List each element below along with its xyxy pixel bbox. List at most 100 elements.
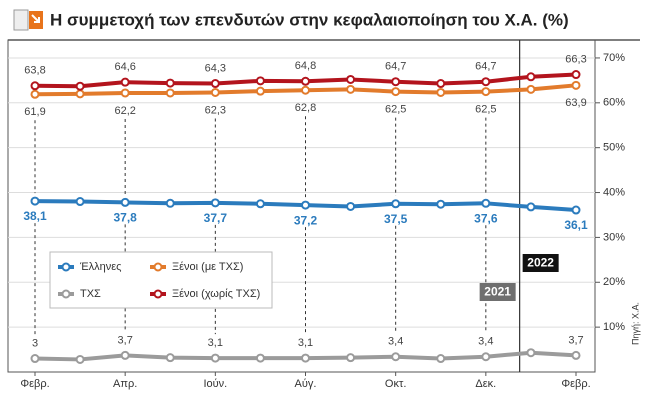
year-box bbox=[479, 283, 516, 301]
data-label: 63,9 bbox=[565, 97, 586, 109]
legend-marker bbox=[61, 289, 71, 299]
data-label: 64,3 bbox=[205, 62, 226, 74]
point bbox=[30, 89, 40, 99]
point bbox=[210, 87, 220, 97]
point bbox=[165, 353, 175, 363]
point bbox=[346, 201, 356, 211]
x-tick-label: Φεβρ. bbox=[20, 378, 49, 390]
point bbox=[210, 198, 220, 208]
point bbox=[571, 205, 581, 215]
legend-box bbox=[49, 251, 273, 309]
data-label: 64,7 bbox=[475, 61, 496, 73]
point bbox=[165, 88, 175, 98]
point bbox=[481, 87, 491, 97]
data-label: 3,7 bbox=[118, 334, 133, 346]
data-label: 62,5 bbox=[385, 104, 406, 116]
point bbox=[301, 200, 310, 210]
x-tick-label: Ιούν. bbox=[203, 378, 227, 390]
point bbox=[571, 350, 581, 360]
data-label: 62,2 bbox=[114, 105, 135, 117]
y-tick-label: 70% bbox=[603, 52, 625, 64]
y-tick-label: 40% bbox=[603, 186, 625, 198]
data-label: 37,6 bbox=[474, 211, 498, 225]
data-label: 3,7 bbox=[568, 334, 583, 346]
y-tick-label: 50% bbox=[603, 142, 625, 154]
data-label: 37,2 bbox=[294, 213, 318, 227]
data-label: 37,5 bbox=[384, 212, 408, 226]
point bbox=[436, 87, 446, 97]
point bbox=[526, 72, 536, 82]
data-label: 66,3 bbox=[565, 53, 586, 65]
legend: Έλληνες Ξένοι (με ΤΧΣ) ΤΧΣ Ξένοι (χωρίς ΤΧΣ… bbox=[49, 251, 273, 309]
data-label: 3,4 bbox=[478, 336, 493, 348]
data-label: 3,1 bbox=[298, 337, 313, 349]
point bbox=[255, 353, 265, 363]
point bbox=[436, 199, 446, 209]
point bbox=[436, 79, 446, 89]
point bbox=[120, 350, 130, 360]
data-label: 3 bbox=[32, 337, 38, 349]
point bbox=[526, 202, 536, 212]
point bbox=[526, 84, 536, 94]
point bbox=[30, 81, 40, 91]
data-label: 61,9 bbox=[24, 106, 45, 118]
point bbox=[75, 197, 85, 207]
plot-frame bbox=[7, 39, 596, 373]
legend-label: Ξένοι (χωρίς ΤΧΣ) bbox=[172, 288, 260, 300]
year-box bbox=[522, 254, 559, 272]
point bbox=[346, 353, 356, 363]
chart-title: Η συμμετοχή των επενδυτών στην κεφαλαιοπ… bbox=[50, 10, 569, 29]
data-label: 62,8 bbox=[295, 102, 316, 114]
legend-label: Έλληνες bbox=[79, 261, 121, 273]
point bbox=[30, 354, 40, 364]
point bbox=[481, 352, 491, 362]
title-icon-arrow bbox=[31, 14, 40, 23]
point bbox=[120, 197, 130, 207]
point bbox=[120, 88, 130, 98]
point bbox=[75, 81, 85, 91]
point bbox=[346, 84, 356, 94]
point bbox=[571, 80, 581, 90]
data-label: 64,6 bbox=[114, 61, 135, 73]
year-label: 2022 bbox=[527, 256, 554, 270]
x-tick-label: Απρ. bbox=[113, 378, 137, 390]
point bbox=[391, 352, 401, 362]
y-tick-label: 60% bbox=[603, 97, 625, 109]
point bbox=[481, 77, 491, 87]
legend-label: Ξένοι (με ΤΧΣ) bbox=[172, 261, 243, 273]
point bbox=[210, 353, 220, 363]
point bbox=[571, 70, 581, 80]
data-label: 62,3 bbox=[205, 104, 226, 116]
y-tick-label: 20% bbox=[603, 276, 625, 288]
x-tick-label: Αύγ. bbox=[295, 378, 317, 390]
y-tick-label: 30% bbox=[603, 231, 625, 243]
point bbox=[75, 354, 85, 364]
data-label: 62,5 bbox=[475, 104, 496, 116]
legend-marker bbox=[61, 262, 71, 272]
point bbox=[346, 74, 356, 84]
data-label: 38,1 bbox=[23, 209, 47, 223]
point bbox=[391, 77, 401, 87]
data-label: 64,8 bbox=[295, 60, 316, 72]
point bbox=[255, 199, 265, 209]
source: Πηγή: Χ.Α. bbox=[630, 302, 640, 345]
point bbox=[436, 354, 446, 364]
point bbox=[391, 87, 401, 97]
point bbox=[481, 198, 491, 208]
point bbox=[165, 198, 175, 208]
year-label: 2021 bbox=[484, 285, 511, 299]
y-tick-label: 10% bbox=[603, 321, 625, 333]
point bbox=[210, 79, 220, 89]
data-label: 64,7 bbox=[385, 61, 406, 73]
x-tick-label: Οκτ. bbox=[385, 378, 406, 390]
point bbox=[301, 85, 310, 95]
point bbox=[526, 348, 536, 358]
legend-marker bbox=[153, 262, 163, 272]
point bbox=[301, 353, 310, 363]
data-label: 37,7 bbox=[204, 211, 228, 225]
data-label: 37,8 bbox=[113, 211, 137, 225]
data-label: 3,1 bbox=[208, 337, 223, 349]
data-label: 3,4 bbox=[388, 336, 403, 348]
point bbox=[255, 86, 265, 96]
